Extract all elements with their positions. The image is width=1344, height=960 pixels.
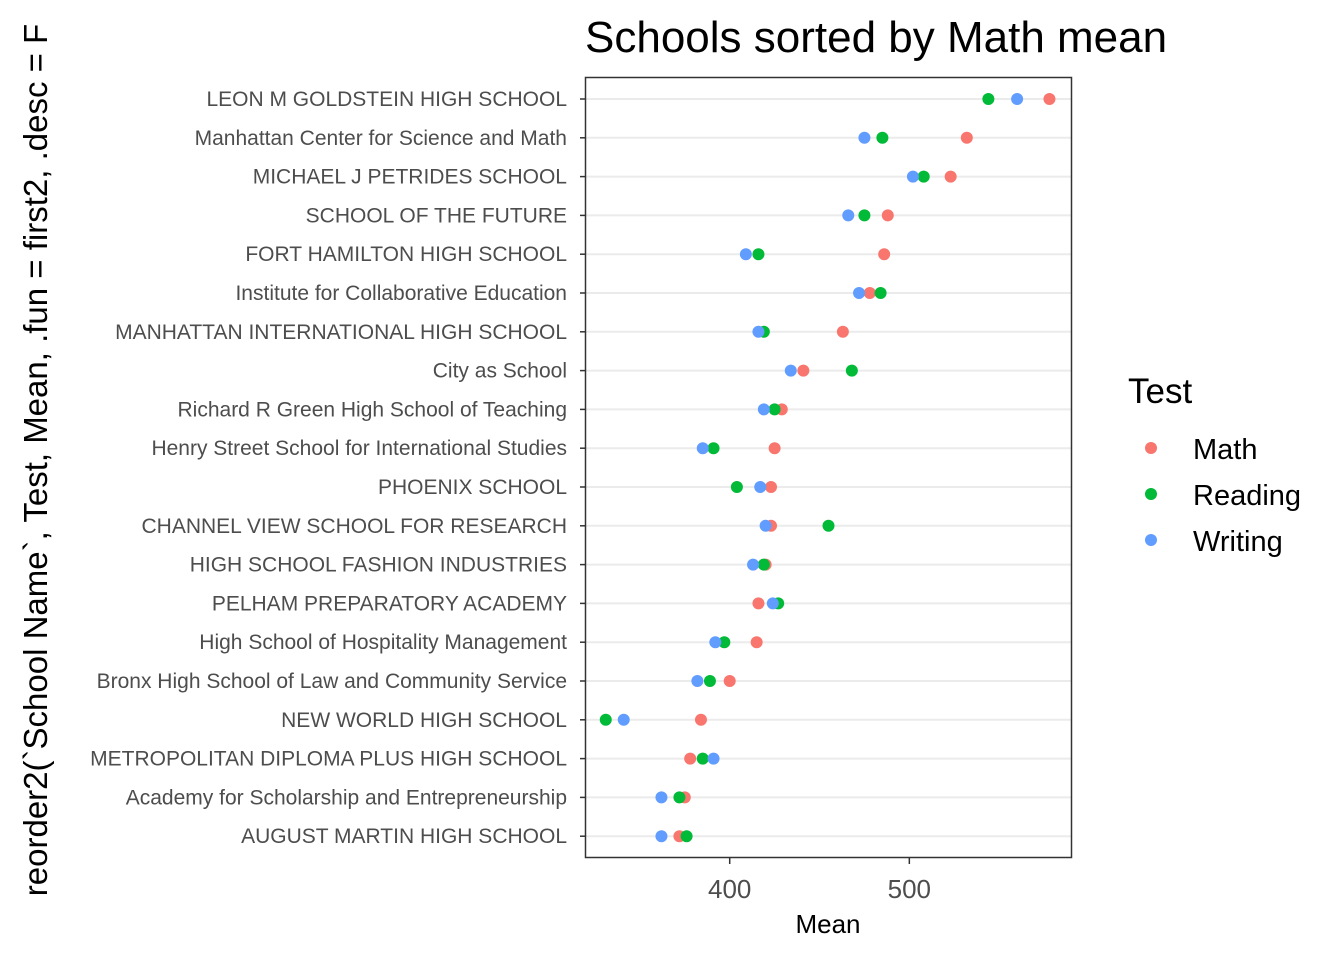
legend-label: Reading [1193, 480, 1301, 512]
point-reading [822, 519, 835, 532]
point-writing [842, 209, 855, 222]
point-math [863, 287, 876, 299]
legend-items: Math Reading Writing [1145, 434, 1301, 558]
plot-panel-border [584, 76, 1073, 859]
point-math [694, 713, 707, 726]
y-tick-label: Academy for Scholarship and Entrepreneur… [126, 786, 567, 809]
point-writing [709, 636, 722, 649]
point-reading [757, 558, 770, 571]
y-tick-label: PELHAM PREPARATORY ACADEMY [212, 592, 567, 615]
y-tick-label: Manhattan Center for Science and Math [195, 127, 567, 150]
point-reading [845, 364, 858, 377]
y-tick-label: MANHATTAN INTERNATIONAL HIGH SCHOOL [115, 321, 567, 344]
y-tick-label: SCHOOL OF THE FUTURE [306, 204, 567, 227]
point-reading [768, 403, 781, 416]
point-reading [917, 170, 930, 183]
point-math [836, 325, 849, 338]
point-math [752, 597, 765, 610]
legend-title: Test [1128, 372, 1192, 411]
point-writing [752, 325, 765, 338]
point-writing [853, 287, 866, 299]
point-reading [982, 93, 995, 105]
point-writing [766, 597, 779, 610]
legend-label: Math [1193, 434, 1257, 466]
y-tick-label: City as School [433, 360, 567, 383]
point-writing [906, 170, 919, 183]
point-math [765, 481, 778, 493]
point-math [797, 364, 810, 377]
y-tick-label: CHANNEL VIEW SCHOOL FOR RESEARCH [141, 515, 567, 538]
legend: Test Math Reading Writing [1128, 372, 1301, 558]
y-tick-label: Henry Street School for International St… [151, 437, 567, 460]
point-writing [617, 713, 630, 726]
chart-title: Schools sorted by Math mean [585, 13, 1167, 62]
point-writing [691, 675, 704, 687]
y-tick-label: PHOENIX SCHOOL [378, 476, 567, 499]
point-writing [754, 481, 767, 493]
point-reading [874, 287, 887, 299]
point-reading [707, 442, 720, 455]
legend-label: Writing [1193, 526, 1283, 558]
legend-key-reading [1145, 488, 1157, 500]
point-math [944, 170, 957, 183]
point-reading [730, 481, 743, 493]
point-reading [718, 636, 731, 649]
point-math [750, 636, 763, 649]
point-math [684, 752, 697, 765]
point-writing [655, 830, 668, 843]
gridlines [586, 98, 1071, 838]
point-math [1043, 93, 1056, 105]
x-tick-label: 400 [708, 874, 751, 904]
point-writing [747, 558, 760, 571]
point-writing [696, 442, 709, 455]
x-axis-title: Mean [795, 909, 860, 939]
point-math [723, 675, 736, 687]
point-writing [655, 791, 668, 804]
point-writing [759, 519, 772, 532]
point-reading [858, 209, 871, 222]
y-tick-labels: LEON M GOLDSTEIN HIGH SCHOOL Manhattan Ce… [90, 88, 585, 848]
y-tick-label: NEW WORLD HIGH SCHOOL [281, 709, 567, 732]
point-math [881, 209, 894, 222]
y-tick-label: FORT HAMILTON HIGH SCHOOL [245, 243, 567, 266]
legend-key-writing [1145, 534, 1157, 546]
point-reading [703, 675, 716, 687]
y-tick-label: Institute for Collaborative Education [235, 282, 567, 305]
point-writing [858, 131, 871, 144]
point-reading [876, 131, 889, 144]
y-tick-label: MICHAEL J PETRIDES SCHOOL [253, 166, 567, 189]
point-writing [1011, 93, 1024, 105]
point-math [960, 131, 973, 144]
point-writing [784, 364, 797, 377]
y-tick-label: METROPOLITAN DIPLOMA PLUS HIGH SCHOOL [90, 748, 567, 771]
point-reading [680, 830, 693, 843]
point-math [768, 442, 781, 455]
point-writing [757, 403, 770, 416]
point-math [878, 248, 891, 261]
point-reading [673, 791, 686, 804]
y-tick-label: LEON M GOLDSTEIN HIGH SCHOOL [206, 88, 567, 111]
y-tick-label: Richard R Green High School of Teaching [178, 398, 568, 421]
point-reading [599, 713, 612, 726]
point-writing [739, 248, 752, 261]
data-points [599, 93, 1056, 843]
x-axis-ticks: 400 500 [708, 858, 931, 904]
x-tick-label: 500 [888, 874, 931, 904]
y-axis-title: reorder2(`School Name`, Test, Mean, .fun… [17, 24, 54, 896]
y-tick-label: High School of Hospitality Management [199, 631, 567, 654]
y-tick-label: AUGUST MARTIN HIGH SCHOOL [241, 825, 567, 848]
y-tick-label: Bronx High School of Law and Community S… [97, 670, 567, 693]
point-reading [752, 248, 765, 261]
point-reading [696, 752, 709, 765]
legend-key-math [1145, 442, 1157, 454]
y-tick-label: HIGH SCHOOL FASHION INDUSTRIES [190, 554, 567, 577]
point-writing [707, 752, 720, 765]
